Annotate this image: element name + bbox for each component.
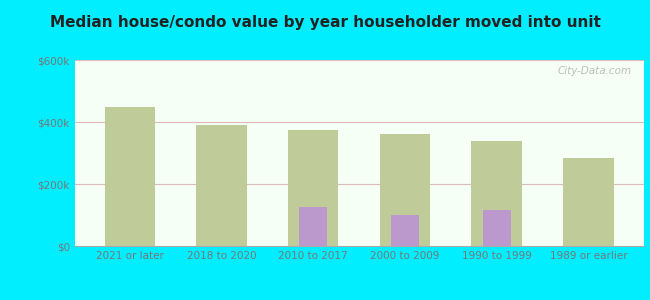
Bar [391,215,419,246]
Bar [300,207,327,246]
Bar [196,125,247,246]
Bar [483,210,511,246]
Text: Median house/condo value by year householder moved into unit: Median house/condo value by year househo… [49,15,601,30]
Bar [288,130,339,246]
Bar [105,106,155,246]
Bar [471,141,522,246]
Text: City-Data.com: City-Data.com [558,66,632,76]
Bar [564,158,614,246]
Bar [380,134,430,246]
